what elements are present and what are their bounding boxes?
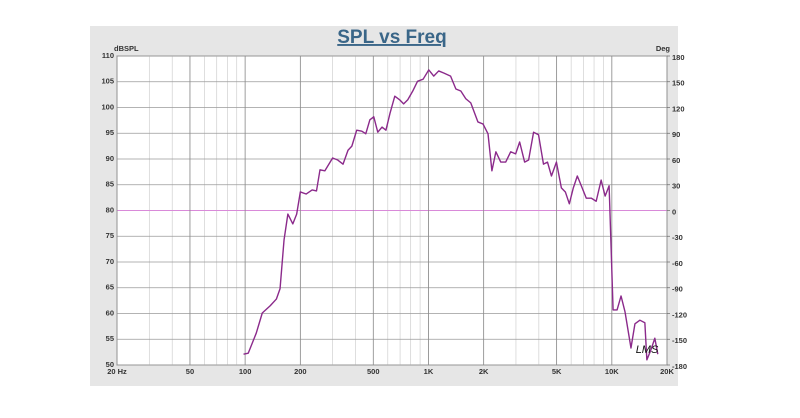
x-tick-label: 50 [186, 367, 194, 376]
y-tick-label: 75 [106, 231, 114, 240]
y-tick-label: 50 [106, 360, 114, 369]
y2-tick-label: 30 [672, 182, 680, 191]
y-tick-label: 65 [106, 283, 114, 292]
y2-tick-label: -180 [672, 362, 687, 371]
y2-tick-label: -120 [672, 310, 687, 319]
y-tick-label: 90 [106, 154, 114, 163]
spl-line [243, 69, 659, 361]
y2-tick-label: 180 [672, 53, 685, 62]
y2-axis-label: Deg [656, 44, 671, 53]
x-tick-label: 5K [552, 367, 562, 376]
y-tick-label: 80 [106, 205, 114, 214]
y2-tick-label: 60 [672, 156, 680, 165]
chart-title: SPL vs Freq [337, 27, 446, 48]
y2-tick-label: 0 [672, 207, 676, 216]
x-tick-label: 2K [479, 367, 489, 376]
y-tick-label: 55 [106, 334, 114, 343]
y2-tick-label: -90 [672, 285, 683, 294]
y2-tick-label: -60 [672, 259, 683, 268]
y-tick-label: 100 [101, 102, 114, 111]
y-axis-label: dBSPL [114, 44, 139, 53]
y-tick-label: 60 [106, 308, 114, 317]
y2-tick-label: 90 [672, 130, 680, 139]
x-tick-label: 20 Hz [107, 367, 127, 376]
y-tick-label: 105 [101, 77, 114, 86]
y2-tick-label: 120 [672, 104, 685, 113]
logo-annotation: LMS [636, 344, 659, 356]
x-tick-label: 200 [294, 367, 307, 376]
y-tick-label: 70 [106, 257, 114, 266]
x-tick-label: 1K [424, 367, 434, 376]
y-tick-label: 95 [106, 128, 114, 137]
x-tick-label: 100 [239, 367, 252, 376]
y-tick-label: 85 [106, 180, 114, 189]
y-tick-label: 110 [102, 51, 114, 60]
y2-tick-label: -150 [672, 336, 687, 345]
x-tick-label: 20K [660, 367, 674, 376]
y2-tick-label: 150 [672, 79, 685, 88]
x-tick-label: 500 [367, 367, 380, 376]
x-tick-label: 10K [605, 367, 619, 376]
y2-tick-label: -30 [672, 233, 683, 242]
